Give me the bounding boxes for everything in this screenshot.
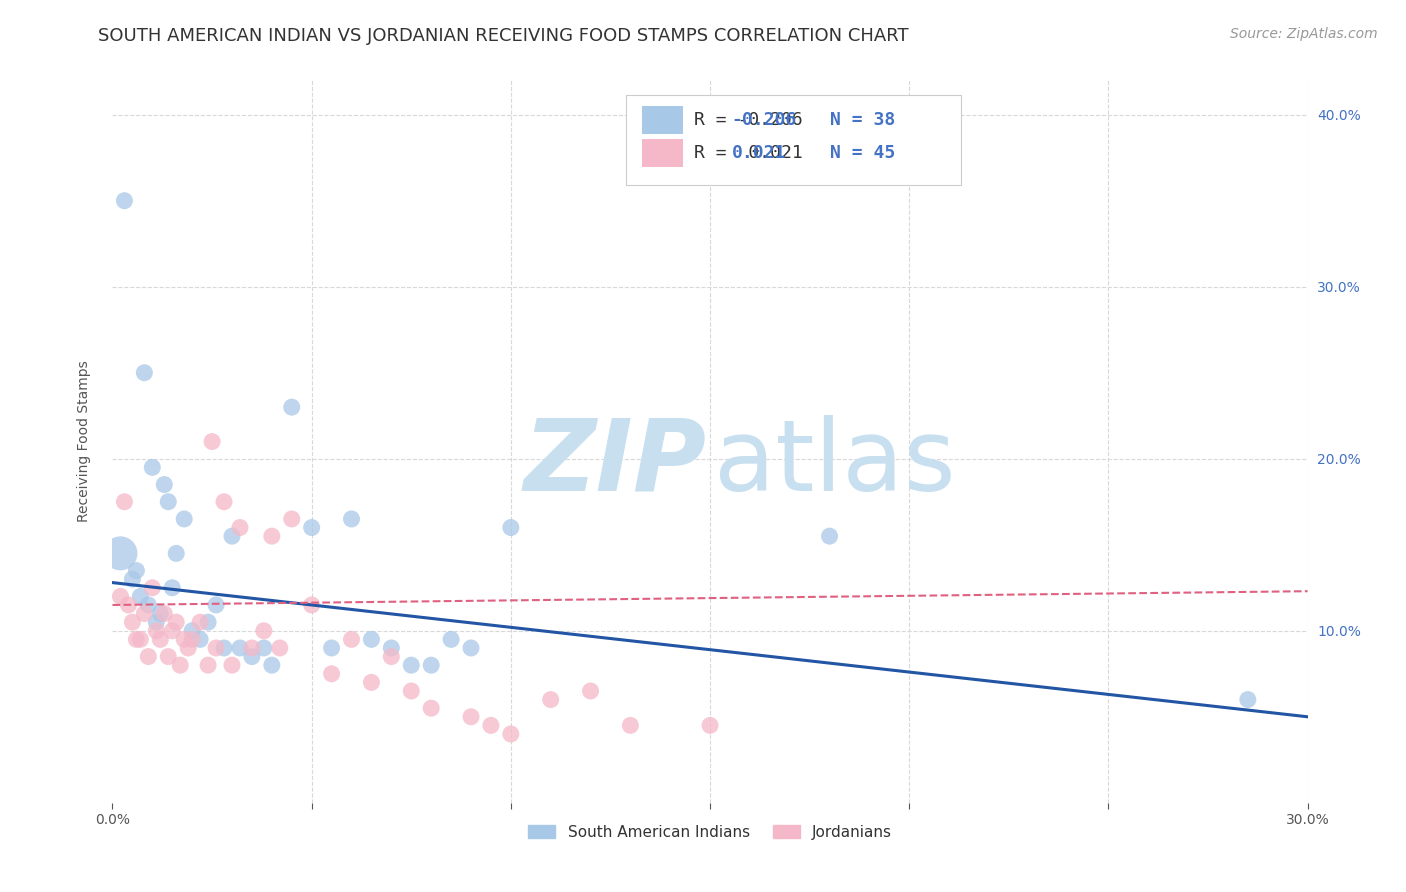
Point — [420, 701, 443, 715]
Point — [253, 624, 276, 638]
Point — [460, 710, 482, 724]
Point — [499, 727, 522, 741]
Point — [141, 581, 163, 595]
Point — [1237, 692, 1260, 706]
Point — [134, 607, 156, 621]
Point — [380, 649, 402, 664]
Point — [269, 640, 291, 655]
Point — [301, 598, 323, 612]
FancyBboxPatch shape — [643, 106, 682, 135]
Point — [229, 640, 252, 655]
Text: SOUTH AMERICAN INDIAN VS JORDANIAN RECEIVING FOOD STAMPS CORRELATION CHART: SOUTH AMERICAN INDIAN VS JORDANIAN RECEI… — [98, 27, 910, 45]
Point — [114, 194, 135, 208]
Point — [110, 590, 132, 604]
Point — [420, 658, 443, 673]
Point — [138, 598, 160, 612]
Text: atlas: atlas — [714, 415, 955, 512]
Point — [212, 640, 235, 655]
Point — [145, 624, 167, 638]
Point — [281, 512, 304, 526]
Point — [401, 684, 423, 698]
Point — [440, 632, 463, 647]
Text: Source: ZipAtlas.com: Source: ZipAtlas.com — [1230, 27, 1378, 41]
Point — [380, 640, 402, 655]
Point — [153, 607, 176, 621]
Point — [162, 624, 183, 638]
Point — [149, 607, 172, 621]
Point — [121, 615, 143, 630]
Point — [153, 477, 176, 491]
Point — [260, 658, 283, 673]
Y-axis label: Receiving Food Stamps: Receiving Food Stamps — [77, 360, 91, 523]
Point — [188, 632, 211, 647]
Point — [240, 649, 263, 664]
Point — [129, 632, 152, 647]
Text: N = 38: N = 38 — [830, 111, 894, 129]
Point — [240, 640, 263, 655]
Point — [818, 529, 841, 543]
Text: 0.021: 0.021 — [731, 144, 786, 161]
Point — [165, 546, 187, 560]
Point — [125, 632, 148, 647]
Legend: South American Indians, Jordanians: South American Indians, Jordanians — [522, 819, 898, 846]
Point — [110, 546, 132, 560]
Point — [157, 649, 180, 664]
Point — [129, 590, 152, 604]
Point — [479, 718, 502, 732]
Point — [197, 615, 219, 630]
Point — [360, 675, 382, 690]
Point — [579, 684, 602, 698]
Point — [205, 640, 228, 655]
Point — [229, 520, 252, 534]
Point — [141, 460, 163, 475]
Point — [301, 520, 323, 534]
Text: R = -0.206: R = -0.206 — [695, 111, 803, 129]
Point — [157, 494, 180, 508]
Point — [321, 640, 343, 655]
Point — [114, 494, 135, 508]
Text: R =  0.021: R = 0.021 — [695, 144, 803, 161]
Point — [619, 718, 641, 732]
Point — [173, 632, 195, 647]
Point — [149, 632, 172, 647]
Point — [460, 640, 482, 655]
Point — [138, 649, 160, 664]
Point — [125, 564, 148, 578]
Point — [188, 615, 211, 630]
Point — [197, 658, 219, 673]
FancyBboxPatch shape — [643, 139, 682, 167]
Point — [699, 718, 721, 732]
Text: ZIP: ZIP — [523, 415, 706, 512]
Point — [321, 666, 343, 681]
Point — [134, 366, 156, 380]
Point — [360, 632, 382, 647]
Text: -0.206: -0.206 — [731, 111, 797, 129]
Point — [165, 615, 187, 630]
Point — [221, 529, 243, 543]
Point — [401, 658, 423, 673]
Point — [212, 494, 235, 508]
Point — [177, 640, 200, 655]
Point — [173, 512, 195, 526]
Point — [181, 632, 204, 647]
Point — [340, 632, 363, 647]
Point — [169, 658, 191, 673]
Point — [340, 512, 363, 526]
Point — [145, 615, 167, 630]
Point — [281, 400, 304, 414]
Point — [499, 520, 522, 534]
Point — [181, 624, 204, 638]
Point — [253, 640, 276, 655]
Point — [201, 434, 224, 449]
Point — [540, 692, 562, 706]
Point — [205, 598, 228, 612]
Point — [162, 581, 183, 595]
Point — [260, 529, 283, 543]
Point — [221, 658, 243, 673]
Point — [121, 572, 143, 586]
Text: N = 45: N = 45 — [830, 144, 894, 161]
FancyBboxPatch shape — [627, 95, 962, 185]
Point — [117, 598, 139, 612]
